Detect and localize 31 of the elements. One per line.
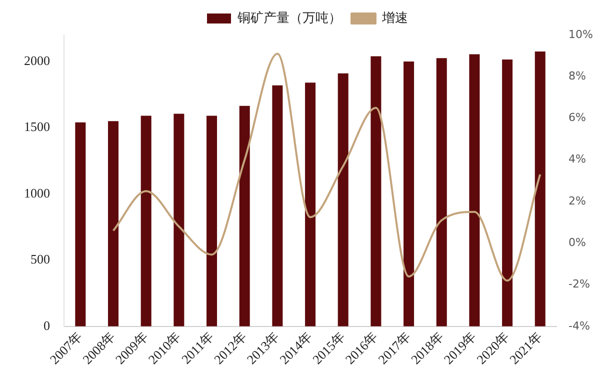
- y2-tick-label: 8%: [568, 69, 586, 82]
- y2-tick-label: 2%: [568, 194, 586, 208]
- bar: [469, 54, 480, 326]
- bar: [272, 85, 283, 326]
- y2-tick-label: -4%: [568, 319, 590, 332]
- y2-tick-label: 4%: [568, 152, 586, 166]
- y2-tick-label: 10%: [568, 28, 594, 41]
- bar: [239, 106, 250, 326]
- bar: [534, 52, 546, 326]
- bar: [436, 58, 447, 326]
- bar: [206, 116, 218, 326]
- bar: [502, 60, 513, 326]
- y-tick-label: 2000: [24, 52, 50, 68]
- legend-label: 增速: [381, 10, 408, 25]
- legend-label: 铜矿产量（万吨）: [236, 10, 342, 25]
- bar: [404, 61, 414, 326]
- y-tick-label: 0: [44, 318, 50, 333]
- bar: [305, 82, 316, 326]
- bar: [108, 121, 119, 326]
- bar: [370, 56, 382, 326]
- line-series: [112, 52, 542, 282]
- y-tick-label: 1500: [24, 119, 50, 134]
- bar: [174, 114, 184, 326]
- bar: [75, 122, 86, 326]
- bar: [338, 73, 348, 326]
- y-tick-label: 1000: [24, 185, 50, 200]
- y2-tick-label: 6%: [568, 111, 586, 124]
- y-tick-label: 500: [30, 252, 50, 267]
- bar: [140, 116, 152, 326]
- y2-tick-label: 0%: [568, 236, 586, 249]
- y2-tick-label: -2%: [568, 278, 590, 291]
